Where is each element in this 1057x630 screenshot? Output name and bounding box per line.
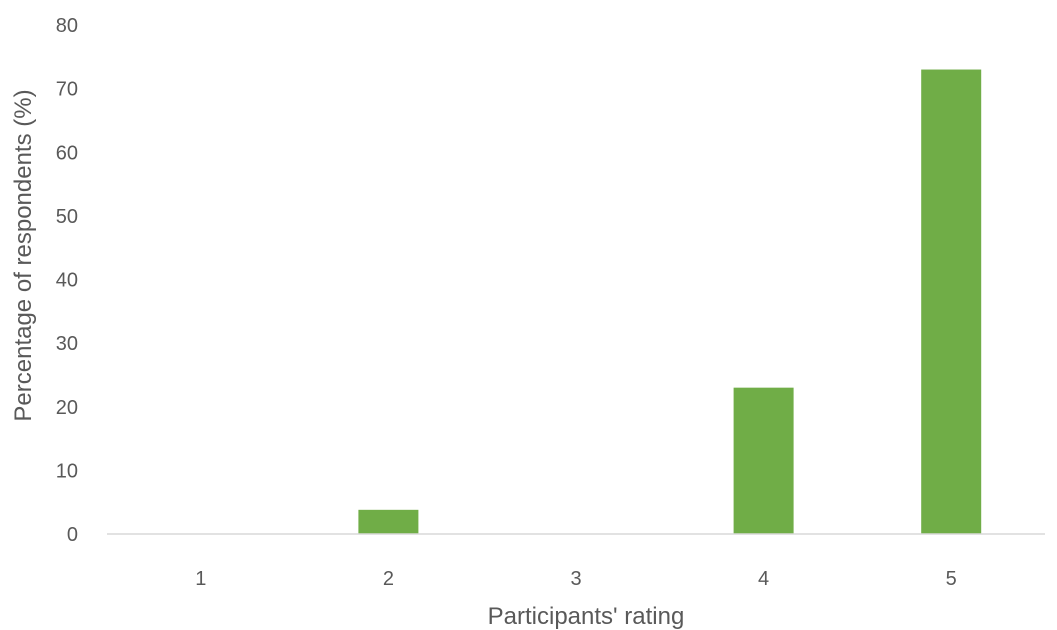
x-axis-ticks: 1 2 3 4 5	[195, 568, 957, 590]
y-tick-label: 60	[56, 142, 78, 164]
x-tick-label: 3	[570, 568, 581, 590]
y-tick-label: 50	[56, 206, 78, 228]
y-tick-label: 70	[56, 79, 78, 101]
bar-rating-5	[921, 69, 982, 534]
x-tick-label: 4	[758, 568, 769, 590]
y-tick-label: 40	[56, 270, 78, 292]
y-tick-label: 0	[67, 524, 78, 546]
y-axis-ticks: 0 10 20 30 40 50 60 70 80	[56, 15, 78, 546]
y-tick-label: 30	[56, 333, 78, 355]
x-tick-label: 2	[383, 568, 394, 590]
x-tick-label: 1	[195, 568, 206, 590]
x-axis-title: Participants' rating	[488, 603, 685, 630]
bar-rating-4	[733, 387, 794, 534]
x-tick-label: 5	[946, 568, 957, 590]
bars-group	[358, 69, 982, 534]
y-axis-title: Percentage of respondents (%)	[10, 89, 37, 421]
y-tick-label: 80	[56, 15, 78, 37]
y-tick-label: 10	[56, 460, 78, 482]
y-tick-label: 20	[56, 397, 78, 419]
bar-rating-2	[358, 509, 419, 534]
